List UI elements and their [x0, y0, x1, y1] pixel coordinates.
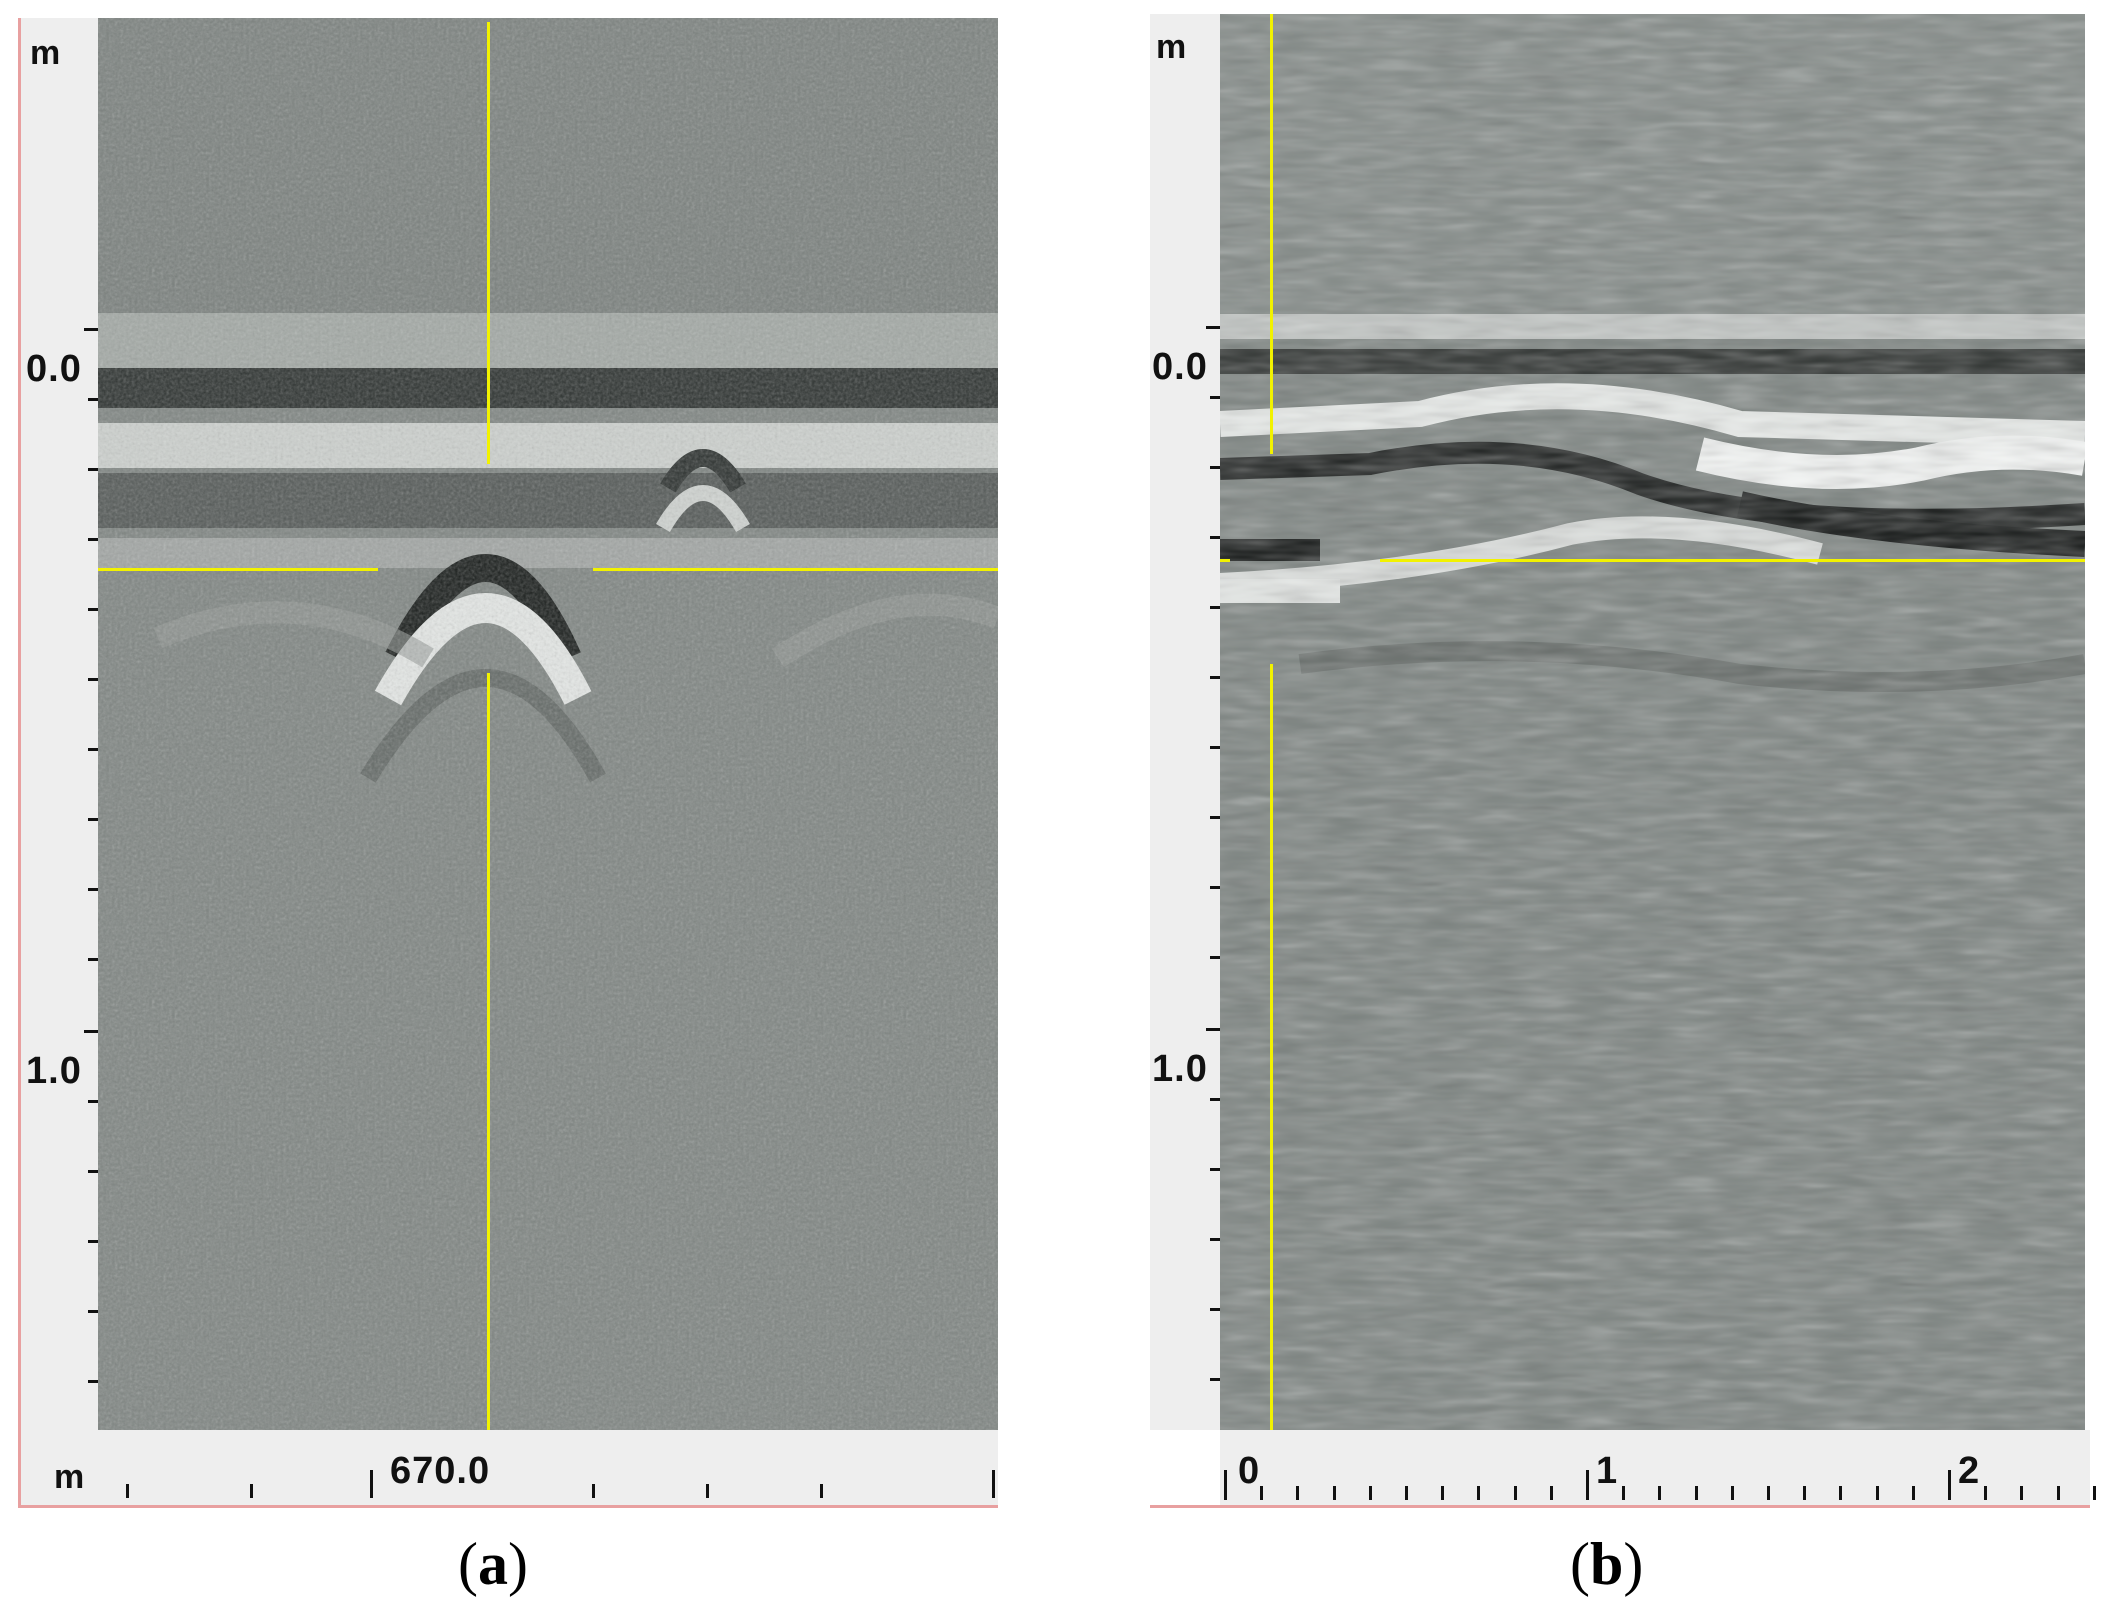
panel-a-depth-tick — [88, 1310, 98, 1313]
panel-b-border-bottom — [1150, 1505, 2090, 1508]
panel-b-distance-minor-tick — [1405, 1486, 1408, 1500]
panel-b-distance-major-tick — [1224, 1470, 1227, 1500]
panel-b-distance-minor-tick — [2020, 1486, 2024, 1500]
panel-b-depth-tick — [1210, 886, 1220, 889]
panel-b-depth-tick — [1206, 326, 1220, 329]
panel-a-depth-tick — [84, 1030, 98, 1033]
panel-a-crosshair-horizontal-right — [593, 568, 998, 571]
panel-b-depth-tick — [1210, 466, 1220, 469]
panel-b-distance-minor-tick — [1332, 1486, 1336, 1500]
panel-b-depth-tick — [1210, 1308, 1220, 1311]
panel-a-distance-unit: m — [54, 1458, 86, 1496]
panel-a-depth-tick — [88, 538, 98, 541]
panel-b-distance-minor-tick — [1911, 1486, 1915, 1500]
panel-a-radargram — [98, 18, 998, 1430]
panel-b-distance-ruler — [1220, 1430, 2090, 1505]
panel-b-distance-minor-tick — [1622, 1486, 1626, 1500]
panel-a-depth-tick — [88, 1380, 98, 1383]
panel-b-radargram — [1220, 14, 2085, 1430]
panel-b-distance-minor-tick — [1477, 1486, 1481, 1500]
panel-b-depth-tick — [1210, 1238, 1220, 1241]
panel-a-crosshair-horizontal-left — [98, 568, 378, 571]
panel-a-crosshair-vertical-top — [487, 22, 490, 464]
panel-b-depth-tick — [1210, 1098, 1220, 1101]
panel-b-distance-minor-tick — [2092, 1486, 2096, 1500]
panel-b-distance-minor-tick — [1730, 1486, 1734, 1500]
panel-a-distance-ruler — [21, 1430, 998, 1505]
panel-a-depth-tick — [88, 888, 98, 891]
panel-a-depth-label-1: 1.0 — [26, 1050, 82, 1092]
panel-a-depth-tick — [88, 1100, 98, 1103]
panel-b-depth-tick — [1210, 606, 1220, 609]
panel-b-depth-unit: m — [1156, 28, 1188, 66]
panel-b-depth-tick — [1206, 1028, 1220, 1031]
panel-a-distance-tick — [126, 1484, 129, 1498]
panel-b: m 0.0 1.0 0 1 2 — [1150, 14, 2096, 1508]
panel-b-distance-minor-tick — [1767, 1486, 1770, 1500]
panel-b-distance-minor-tick — [2056, 1486, 2060, 1500]
panel-a-depth-tick — [88, 468, 98, 471]
panel-b-depth-tick — [1210, 746, 1220, 749]
panel-a-depth-tick — [88, 818, 98, 821]
panel-a-border-left — [18, 18, 21, 1508]
panel-b-depth-label-1: 1.0 — [1152, 1048, 1208, 1090]
panel-b-distance-minor-tick — [1694, 1486, 1698, 1500]
panel-a-depth-tick — [88, 678, 98, 681]
panel-a-crosshair-vertical-bottom — [487, 673, 490, 1430]
panel-b-depth-tick — [1210, 816, 1220, 819]
panel-b-distance-minor-tick — [1984, 1486, 1988, 1500]
panel-b-crosshair-vertical-bottom — [1270, 664, 1273, 1430]
panel-a-depth-ruler — [21, 18, 99, 1430]
panel-a-depth-tick — [88, 748, 98, 751]
panel-a-depth-tick — [88, 958, 98, 961]
panel-a-distance-tick — [706, 1484, 709, 1498]
panel-a-depth-tick — [88, 1240, 98, 1243]
panel-b-distance-label-0: 0 — [1238, 1450, 1261, 1492]
panel-b-distance-label-2: 2 — [1958, 1450, 1981, 1492]
panel-b-distance-minor-tick — [1658, 1486, 1662, 1500]
panel-a-distance-tick — [992, 1470, 995, 1498]
panel-a-border-bottom — [18, 1505, 998, 1508]
panel-b-distance-minor-tick — [1875, 1486, 1879, 1500]
panel-b-distance-minor-tick — [1260, 1486, 1264, 1500]
panel-b-distance-minor-tick — [1803, 1486, 1807, 1500]
panel-b-depth-ruler — [1150, 14, 1220, 1430]
panel-b-crosshair-horizontal-left — [1220, 559, 1230, 562]
panel-b-depth-tick — [1210, 536, 1220, 539]
panel-b-distance-minor-tick — [1368, 1486, 1372, 1500]
panel-b-depth-tick — [1210, 676, 1220, 679]
panel-a-distance-tick — [250, 1484, 253, 1498]
panel-b-depth-tick — [1210, 1168, 1220, 1171]
panel-b-distance-minor-tick — [1513, 1486, 1517, 1500]
panel-b-distance-minor-tick — [1549, 1486, 1553, 1500]
panel-b-distance-major-tick — [1948, 1470, 1951, 1500]
panel-a-depth-tick — [88, 608, 98, 611]
panel-b-distance-label-1: 1 — [1596, 1450, 1619, 1492]
panel-a-depth-tick — [88, 1170, 98, 1173]
panel-b-depth-tick — [1210, 396, 1220, 399]
panel-b-caption: (b) — [1570, 1531, 1644, 1597]
panel-a-distance-tick — [592, 1484, 595, 1498]
panel-a-distance-tick — [370, 1470, 373, 1498]
panel-a-distance-label-670: 670.0 — [390, 1450, 491, 1492]
panel-b-distance-minor-tick — [1839, 1486, 1843, 1500]
panel-b-crosshair-horizontal-right — [1380, 559, 2085, 562]
panel-a-caption: (a) — [458, 1531, 528, 1597]
panel-b-distance-major-tick — [1586, 1470, 1589, 1500]
panel-b-depth-label-0: 0.0 — [1152, 346, 1208, 388]
panel-a-depth-unit: m — [30, 34, 62, 72]
panel-b-depth-tick — [1210, 1378, 1220, 1381]
panel-a-depth-tick — [88, 398, 98, 401]
panel-a-distance-tick — [820, 1484, 823, 1498]
panel-a-depth-label-0: 0.0 — [26, 348, 82, 390]
panel-a: m 0.0 1.0 m 670.0 — [18, 18, 998, 1508]
panel-a-depth-tick — [84, 328, 98, 331]
panel-b-crosshair-vertical-top — [1270, 14, 1273, 454]
panel-b-distance-minor-tick — [1441, 1486, 1445, 1500]
panel-b-depth-tick — [1210, 956, 1220, 959]
panel-b-distance-minor-tick — [1296, 1486, 1300, 1500]
